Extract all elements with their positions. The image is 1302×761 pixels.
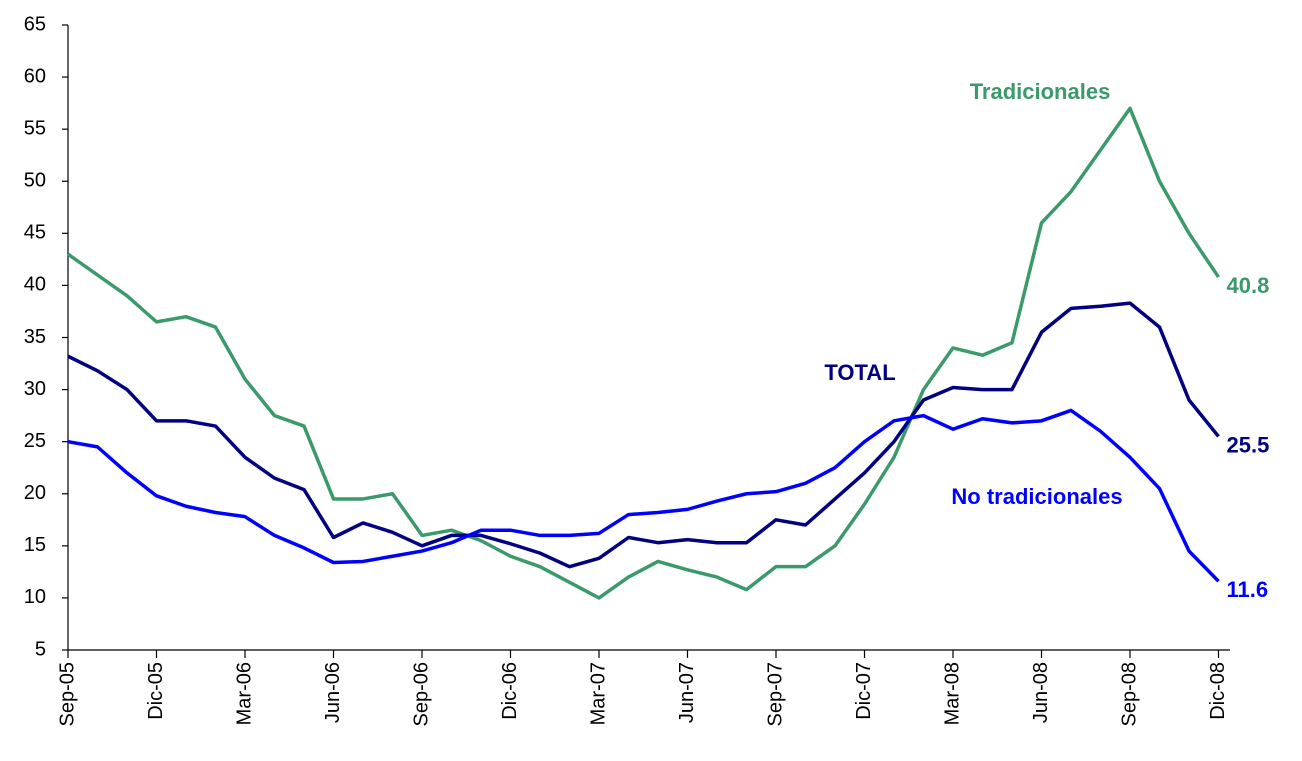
y-tick-label: 25 <box>24 430 46 452</box>
y-tick-label: 20 <box>24 482 46 504</box>
y-tick-label: 55 <box>24 117 46 139</box>
line-series <box>66 106 1220 600</box>
y-tick-label: 60 <box>24 65 46 87</box>
x-tick-label: Sep-08 <box>1118 662 1140 727</box>
end-value-label: 25.5 <box>1227 432 1270 457</box>
x-tick-label: Mar-06 <box>233 662 255 725</box>
series-label: No tradicionales <box>951 484 1122 509</box>
x-tick-label: Jun-06 <box>322 662 344 723</box>
y-tick-label: 50 <box>24 170 46 192</box>
y-tick-label: 10 <box>24 586 46 608</box>
y-tick-label: 65 <box>24 13 46 35</box>
x-tick-label: Dic-08 <box>1207 662 1229 720</box>
y-tick-label: 45 <box>24 222 46 244</box>
x-tick-label: Sep-07 <box>764 662 786 727</box>
y-tick-label: 5 <box>35 638 46 660</box>
end-value-label: 11.6 <box>1227 577 1269 602</box>
y-tick-label: 35 <box>24 326 46 348</box>
x-tick-label: Mar-08 <box>941 662 963 725</box>
x-tick-label: Jun-07 <box>676 662 698 723</box>
line-series <box>67 408 1220 583</box>
x-tick-label: Jun-08 <box>1030 662 1052 723</box>
series-label: TOTAL <box>824 360 895 385</box>
y-tick-label: 40 <box>24 274 46 296</box>
x-tick-label: Sep-05 <box>56 662 78 727</box>
y-tick-label: 15 <box>24 534 46 556</box>
line-series <box>67 301 1220 569</box>
y-tick-label: 30 <box>24 378 46 400</box>
x-tick-label: Dic-07 <box>853 662 875 720</box>
end-value-label: 40.8 <box>1227 273 1270 298</box>
x-tick-label: Dic-05 <box>145 662 167 720</box>
x-tick-label: Sep-06 <box>410 662 432 727</box>
x-tick-label: Dic-06 <box>499 662 521 720</box>
x-tick-label: Mar-07 <box>587 662 609 725</box>
series-label: Tradicionales <box>970 79 1111 104</box>
